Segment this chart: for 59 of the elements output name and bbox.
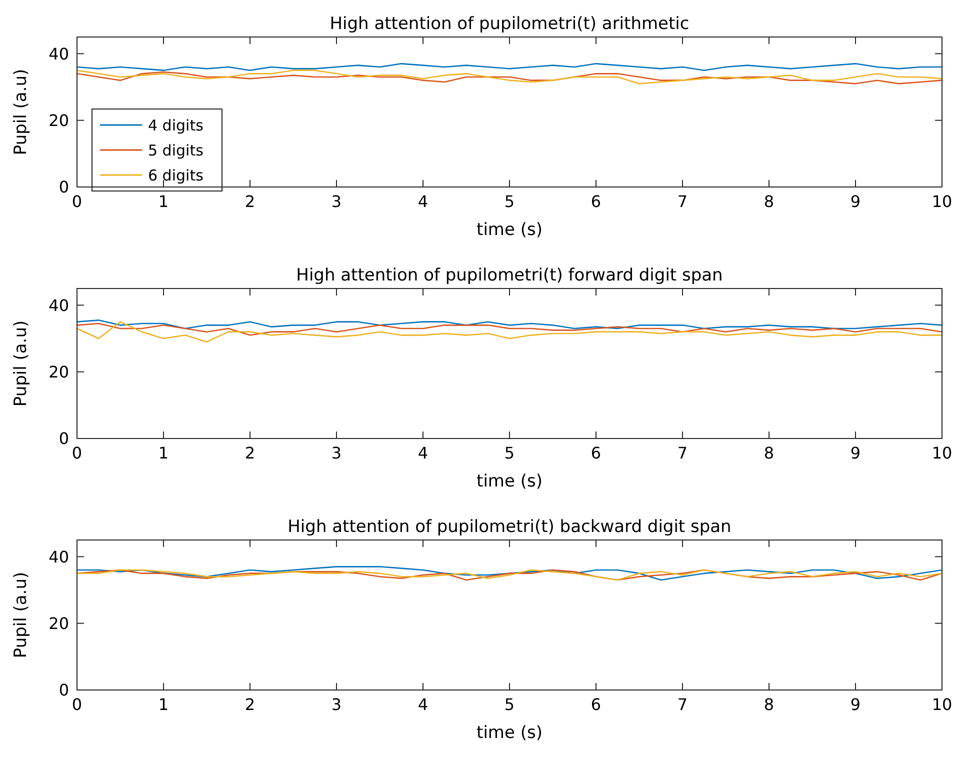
y-tick-label: 40 [48,296,69,315]
x-tick-label: 9 [850,695,861,714]
x-tick-label: 3 [331,695,342,714]
y-tick-label: 20 [48,110,69,130]
x-tick-label: 9 [850,444,861,462]
x-tick-label: 10 [932,444,952,462]
x-tick-label: 6 [590,695,602,714]
y-tick-label: 40 [48,44,69,64]
y-tick-label: 0 [58,178,69,197]
x-tick-label: 10 [932,695,952,714]
x-tick-label: 5 [504,192,515,211]
x-tick-label: 3 [331,444,342,462]
y-axis-title: Pupil (a.u) [11,68,31,156]
y-tick-label: 0 [58,429,69,448]
x-tick-label: 0 [72,444,82,462]
x-tick-label: 7 [677,444,688,462]
x-tick-label: 5 [504,695,515,714]
y-tick-label: 20 [48,362,69,382]
x-tick-label: 4 [418,695,428,714]
y-tick-label: 40 [48,547,69,566]
x-tick-label: 2 [244,444,256,462]
x-tick-label: 1 [158,695,169,714]
x-tick-label: 0 [72,695,82,714]
legend-label: 4 digits [148,116,204,134]
x-tick-label: 5 [504,444,515,462]
chart-title: High attention of pupilometri(t) backward digit span [288,517,732,537]
x-tick-label: 8 [764,192,774,211]
x-tick-label: 8 [764,444,774,462]
line-series [76,321,943,342]
x-tick-label: 7 [677,695,688,714]
x-tick-label: 8 [764,695,774,714]
legend-label: 6 digits [148,166,204,184]
line-series [76,320,943,330]
x-axis-title: time (s) [476,472,542,492]
x-tick-label: 1 [158,192,169,211]
chart-title: High attention of pupilometri(t) arithmetic [330,14,690,34]
chart-title: High attention of pupilometri(t) forward digit span [296,266,723,286]
x-tick-label: 1 [158,444,169,462]
line-series [76,566,943,581]
legend-label: 5 digits [148,141,204,160]
y-tick-label: 20 [48,614,69,633]
x-tick-label: 6 [590,192,602,211]
x-tick-label: 0 [72,192,82,211]
y-axis-title: Pupil (a.u) [11,572,31,658]
x-tick-label: 7 [677,192,688,211]
x-tick-label: 10 [932,192,952,211]
x-tick-label: 4 [418,192,428,211]
x-tick-label: 2 [244,695,256,714]
line-series [76,322,943,336]
y-axis-title: Pupil (a.u) [11,320,31,407]
y-tick-label: 0 [58,680,69,700]
line-series [76,63,943,71]
x-tick-label: 9 [850,192,861,211]
x-tick-label: 6 [590,444,602,462]
x-axis-title: time (s) [476,220,542,240]
x-tick-label: 4 [418,444,428,462]
x-tick-label: 3 [331,192,342,211]
x-tick-label: 2 [244,192,256,211]
x-axis-title: time (s) [476,723,542,743]
